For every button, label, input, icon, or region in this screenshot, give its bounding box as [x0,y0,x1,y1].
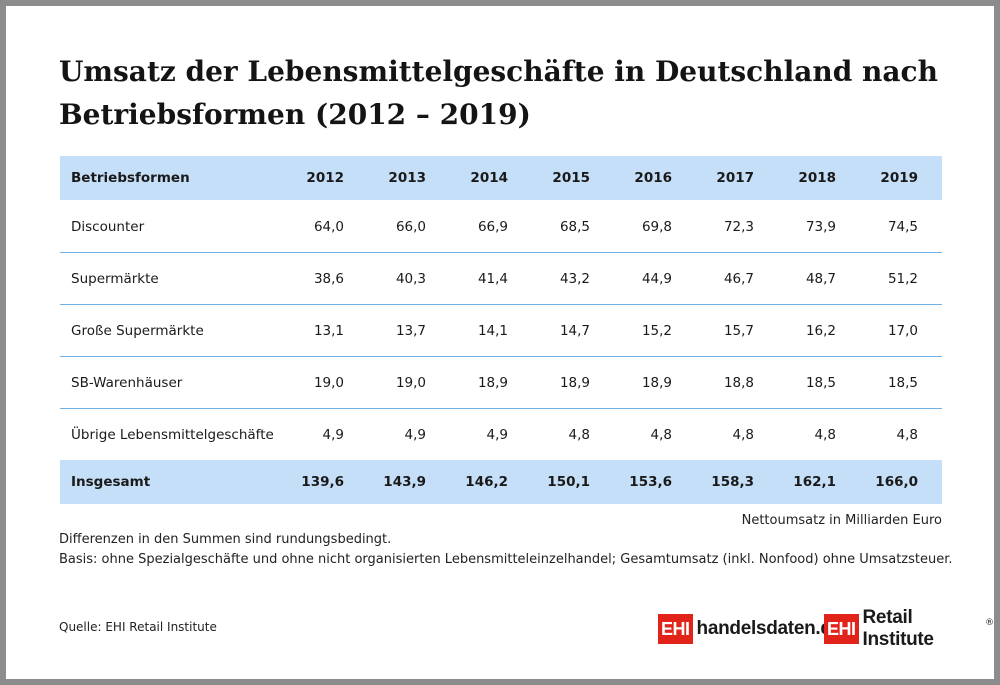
column-header: 2015 [552,170,590,186]
ehi-badge: EHI [824,614,859,644]
column-header: 2012 [306,170,344,186]
table-cell: 4,8 [860,407,942,460]
table-cell: 15,2 [614,303,696,356]
table-cell: 4,9 [368,407,450,460]
total-cell: 158,3 [711,474,754,490]
table-cell: 4,9 [286,407,368,460]
table-row: Discounter 64,0 66,0 66,9 68,5 69,8 72,3… [60,200,942,252]
column-header: 2016 [634,170,672,186]
table-cell: 69,8 [641,218,672,235]
row-label: Übrige Lebensmittelgeschäfte [60,407,286,460]
ehi-badge: EHI [658,614,693,644]
total-cell: 143,9 [383,474,426,490]
table-cell: 66,0 [395,218,426,235]
table-cell: 4,8 [614,407,696,460]
total-cell: 150,1 [547,474,590,490]
row-label: Insgesamt [71,474,151,490]
total-cell: 146,2 [465,474,508,490]
table-cell: 4,8 [778,407,860,460]
table-cell: 4,8 [532,407,614,460]
row-label: Discounter [71,218,145,235]
table-cell: 18,5 [778,355,860,408]
footnote: Basis: ohne Spezialgeschäfte und ohne ni… [59,552,953,567]
table-cell: 64,0 [313,218,344,235]
logo-wordmark: handelsdaten.de [696,618,843,639]
table-cell: 4,9 [450,407,532,460]
table-cell: 68,5 [559,218,590,235]
row-label: Supermärkte [60,251,286,304]
table-cell: 44,9 [614,251,696,304]
retail-institute-logo: EHI Retail Institute ® [824,607,994,650]
column-header: 2014 [470,170,508,186]
table-cell: 48,7 [778,251,860,304]
handelsdaten-logo: EHI handelsdaten.de [658,614,842,644]
page-title: Umsatz der Lebensmittelgeschäfte in Deut… [59,55,938,131]
table-cell: 18,9 [532,355,614,408]
table-cell: 16,2 [778,303,860,356]
table-cell: 14,1 [450,303,532,356]
table-row: Übrige Lebensmittelgeschäfte 4,9 4,9 4,9… [60,407,942,460]
column-header: Betriebsformen [71,170,190,186]
table-cell: 14,7 [532,303,614,356]
table-header-row: Betriebsformen 2012 2013 2014 2015 2016 … [60,156,942,200]
column-header: 2018 [798,170,836,186]
source-note: Quelle: EHI Retail Institute [59,620,217,634]
row-label: SB-Warenhäuser [60,355,286,408]
table-cell: 66,9 [477,218,508,235]
table-cell: 19,0 [368,355,450,408]
table-cell: 73,9 [805,218,836,235]
table-cell: 41,4 [450,251,532,304]
column-header: 2017 [716,170,754,186]
table-cell: 18,9 [614,355,696,408]
registered-mark: ® [985,618,994,628]
footnotes: Differenzen in den Summen sind rundungsb… [59,530,953,570]
table-cell: 46,7 [696,251,778,304]
table-cell: 4,8 [696,407,778,460]
column-header: 2019 [880,170,918,186]
table-cell: 43,2 [532,251,614,304]
table-cell: 51,2 [860,251,942,304]
table-row: Supermärkte 38,6 40,3 41,4 43,2 44,9 46,… [60,251,942,304]
table-cell: 18,9 [450,355,532,408]
total-cell: 139,6 [301,474,344,490]
total-cell: 153,6 [629,474,672,490]
table-cell: 18,5 [860,355,942,408]
table-row: Große Supermärkte 13,1 13,7 14,1 14,7 15… [60,303,942,356]
table-cell: 38,6 [286,251,368,304]
table-cell: 72,3 [723,218,754,235]
table-cell: 40,3 [368,251,450,304]
infographic-card: Umsatz der Lebensmittelgeschäfte in Deut… [6,6,994,679]
total-cell: 166,0 [875,474,918,490]
unit-note: Nettoumsatz in Milliarden Euro [741,513,942,528]
table-row: SB-Warenhäuser 19,0 19,0 18,9 18,9 18,9 … [60,355,942,408]
revenue-table: Betriebsformen 2012 2013 2014 2015 2016 … [60,156,942,504]
logo-wordmark: Retail Institute [862,607,934,650]
table-cell: 74,5 [887,218,918,235]
total-row: Insgesamt 139,6 143,9 146,2 150,1 153,6 … [60,460,942,504]
table-cell: 19,0 [286,355,368,408]
total-cell: 162,1 [793,474,836,490]
table-cell: 13,1 [286,303,368,356]
column-header: 2013 [388,170,426,186]
footnote: Differenzen in den Summen sind rundungsb… [59,532,392,547]
table-cell: 18,8 [696,355,778,408]
row-label: Große Supermärkte [60,303,286,356]
table-cell: 15,7 [696,303,778,356]
table-cell: 13,7 [368,303,450,356]
table-cell: 17,0 [860,303,942,356]
